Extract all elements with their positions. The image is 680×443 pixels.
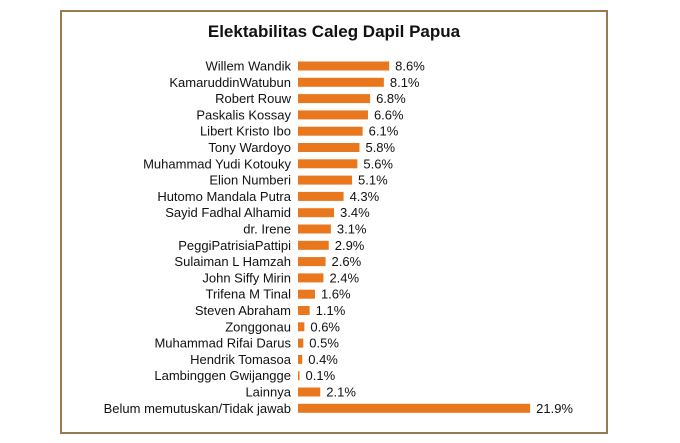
value-label: 0.6% <box>310 319 340 334</box>
bar <box>298 403 531 413</box>
bar <box>298 191 344 201</box>
bar <box>298 338 304 348</box>
category-label: Zonggonau <box>225 319 291 334</box>
value-label: 2.9% <box>335 238 365 253</box>
value-label: 2.6% <box>332 254 362 269</box>
category-label: Paskalis Kossay <box>196 107 291 122</box>
category-label: dr. Irene <box>243 222 291 237</box>
value-label: 2.1% <box>326 385 356 400</box>
value-label: 6.8% <box>376 91 406 106</box>
bar <box>298 126 363 136</box>
value-label: 0.5% <box>309 336 339 351</box>
value-label: 3.4% <box>340 205 370 220</box>
value-label: 5.8% <box>365 140 395 155</box>
category-label: Trifena M Tinal <box>206 287 292 302</box>
category-label: Libert Kristo Ibo <box>200 124 291 139</box>
category-label: Steven Abraham <box>195 303 291 318</box>
value-label: 6.6% <box>374 107 404 122</box>
bar <box>298 175 353 185</box>
bar <box>298 61 390 71</box>
category-label: Sulaiman L Hamzah <box>174 254 291 269</box>
value-label: 2.4% <box>329 270 359 285</box>
bar <box>298 240 329 250</box>
category-label: Robert Rouw <box>215 91 291 106</box>
value-label: 3.1% <box>337 222 367 237</box>
category-label: PeggiPatrisiaPattipi <box>178 238 291 253</box>
category-label: Sayid Fadhal Alhamid <box>165 205 291 220</box>
category-label: Lainnya <box>245 385 291 400</box>
value-label: 8.1% <box>390 75 420 90</box>
category-label: Hendrik Tomasoa <box>190 352 292 367</box>
category-label: Muhammad Yudi Kotouky <box>143 156 291 171</box>
category-label: John Siffy Mirin <box>202 270 291 285</box>
bar <box>298 110 368 120</box>
value-label: 6.1% <box>369 124 399 139</box>
value-label: 5.6% <box>363 156 393 171</box>
bar <box>298 289 315 299</box>
category-label: Willem Wandik <box>206 59 292 74</box>
value-label: 8.6% <box>395 59 425 74</box>
bar <box>298 273 324 283</box>
bar <box>298 159 358 169</box>
value-label: 0.4% <box>308 352 338 367</box>
category-label: KamaruddinWatubun <box>169 75 291 90</box>
bar <box>298 208 335 218</box>
bar <box>298 143 360 152</box>
chart-title: Elektabilitas Caleg Dapil Papua <box>207 22 461 41</box>
category-label: Tony Wardoyo <box>208 140 291 155</box>
bar <box>298 354 303 364</box>
value-label: 1.1% <box>316 303 346 318</box>
value-label: 5.1% <box>358 173 388 188</box>
bar <box>298 257 326 267</box>
bar <box>298 224 331 234</box>
bar <box>298 77 384 87</box>
category-label: Belum memutuskan/Tidak jawab <box>104 401 291 416</box>
value-label: 21.9% <box>536 401 573 416</box>
bar <box>298 322 305 332</box>
category-label: Elion Numberi <box>209 173 291 188</box>
category-label: Lambinggen Gwijangge <box>154 368 291 383</box>
value-label: 4.3% <box>350 189 380 204</box>
category-label: Hutomo Mandala Putra <box>157 189 291 204</box>
bar <box>298 94 371 104</box>
category-label: Muhammad Rifai Darus <box>154 336 291 351</box>
bar <box>298 371 300 381</box>
value-label: 0.1% <box>306 368 336 383</box>
value-label: 1.6% <box>321 287 351 302</box>
bar <box>298 387 321 397</box>
bar <box>298 306 310 315</box>
